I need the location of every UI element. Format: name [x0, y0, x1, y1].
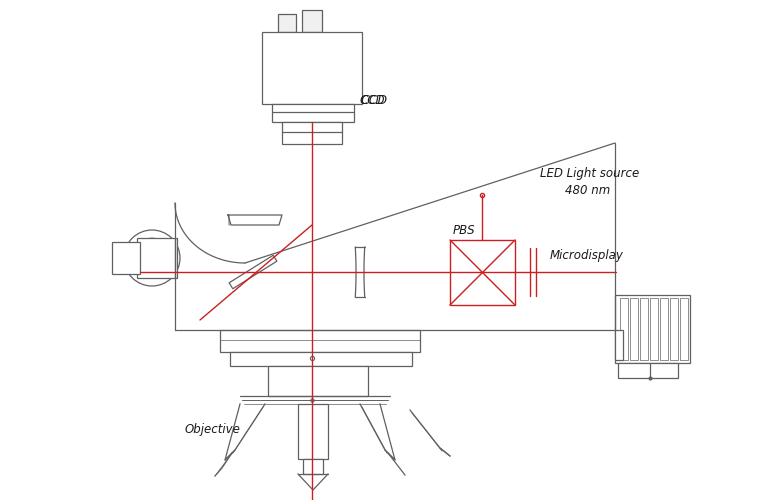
Bar — [220, 330, 420, 352]
Bar — [650, 298, 658, 360]
Bar — [450, 240, 515, 305]
Bar — [112, 242, 140, 274]
Bar — [302, 10, 322, 32]
Text: PBS: PBS — [453, 224, 476, 236]
Text: LED Light source: LED Light source — [540, 166, 639, 179]
Bar — [620, 298, 628, 360]
Bar — [137, 238, 177, 278]
Bar — [640, 298, 648, 360]
Bar — [272, 104, 354, 122]
Bar — [615, 330, 623, 360]
Bar — [282, 122, 342, 144]
Text: CCD: CCD — [360, 94, 385, 106]
Bar — [298, 404, 328, 459]
Bar — [262, 32, 362, 104]
Bar — [268, 366, 368, 396]
Bar — [630, 298, 638, 360]
Bar — [618, 363, 678, 378]
Polygon shape — [229, 256, 277, 288]
Bar — [615, 295, 690, 363]
Bar — [278, 14, 296, 32]
Bar — [680, 298, 688, 360]
Text: Objective: Objective — [185, 424, 241, 436]
Bar — [670, 298, 678, 360]
Text: 480 nm: 480 nm — [565, 184, 610, 196]
Bar — [230, 352, 412, 366]
Text: CCD: CCD — [360, 94, 387, 106]
Bar — [660, 298, 668, 360]
Bar — [303, 459, 323, 474]
Text: Microdisplay: Microdisplay — [550, 248, 624, 262]
